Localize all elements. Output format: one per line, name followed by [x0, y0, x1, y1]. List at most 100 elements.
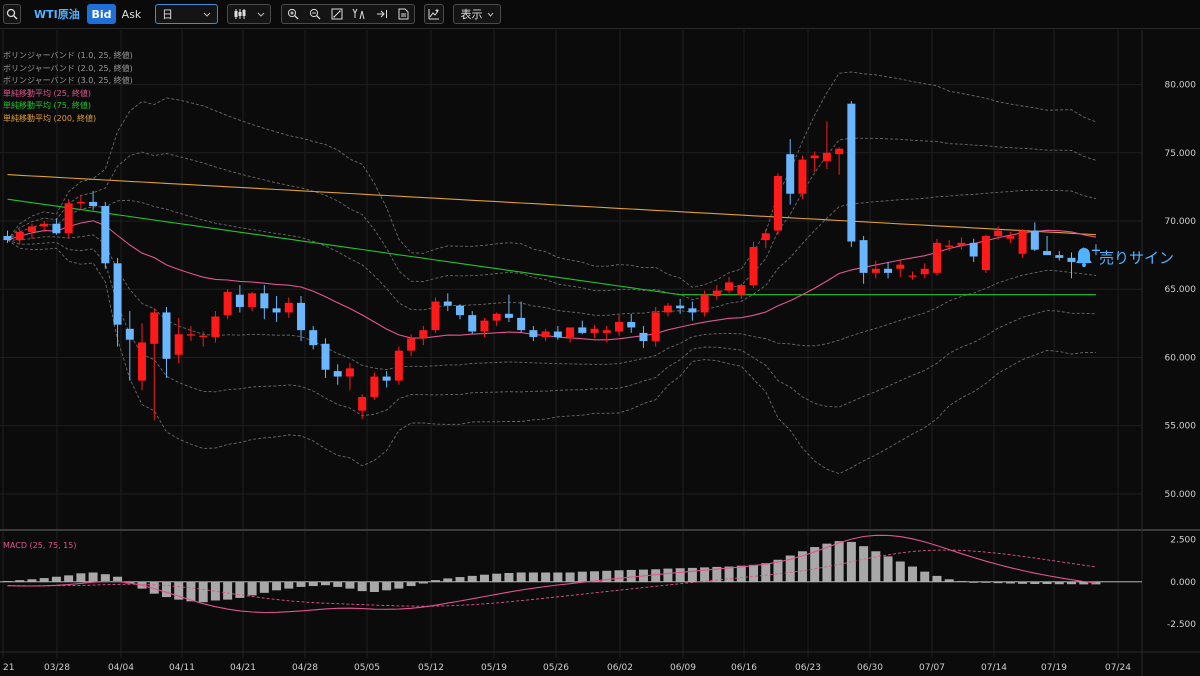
macd-histogram-bar — [247, 581, 257, 596]
date-axis-label: 03/28 — [44, 663, 70, 673]
candle-body — [835, 148, 844, 155]
macd-histogram-bar — [174, 581, 184, 600]
jump-latest-icon[interactable] — [376, 8, 388, 20]
date-axis-label: 05/26 — [543, 663, 569, 673]
legend-item[interactable]: 単純移動平均 (25, 終値) — [3, 88, 92, 98]
chevron-down-icon — [257, 12, 265, 17]
candle-body — [810, 155, 819, 159]
macd-histogram-bar — [88, 572, 98, 582]
price-axis-label: 65.000 — [1165, 285, 1197, 295]
auto-scale-icon[interactable] — [352, 8, 366, 20]
candle-body — [138, 342, 147, 381]
fit-screen-icon[interactable] — [331, 8, 343, 20]
date-axis-label: 07/07 — [919, 663, 945, 673]
macd-histogram-bar — [822, 543, 832, 582]
macd-histogram-bar — [76, 573, 86, 582]
candle-body — [64, 203, 73, 234]
zoom-out-icon[interactable] — [309, 8, 321, 20]
chart-type-select[interactable] — [227, 4, 271, 24]
macd-line — [7, 534, 1097, 614]
indicator-button[interactable] — [424, 4, 444, 24]
legend-item[interactable]: ボリンジャーバンド (3.0, 25, 終値) — [3, 76, 133, 85]
chevron-down-icon — [203, 12, 211, 17]
candle-body — [725, 282, 734, 291]
price-axis-label: 55.000 — [1165, 422, 1197, 432]
price-axis-label: 70.000 — [1165, 217, 1197, 227]
candle-body — [859, 240, 868, 273]
candle-body — [40, 223, 49, 227]
bollinger-upper-3 — [7, 71, 1097, 288]
timeframe-value: 日 — [162, 8, 173, 21]
macd-histogram-bar — [871, 551, 881, 582]
macd-histogram-bar — [479, 574, 489, 582]
candle-body — [749, 246, 758, 286]
legend-item[interactable]: ボリンジャーバンド (2.0, 25, 終値) — [3, 63, 133, 73]
macd-signal-line — [7, 549, 1097, 607]
macd-histogram-bar — [565, 572, 575, 582]
macd-histogram-bar — [553, 572, 563, 582]
candlestick-icon — [234, 9, 246, 19]
macd-histogram-bar — [712, 566, 722, 582]
candle-body — [639, 332, 648, 342]
candle-body — [260, 293, 269, 309]
display-menu-button[interactable]: 表示 — [453, 4, 501, 24]
search-button[interactable] — [3, 4, 21, 24]
macd-axis-label: 0.000 — [1170, 578, 1196, 588]
macd-histogram-bar — [223, 581, 233, 600]
candle-body — [578, 327, 587, 333]
macd-histogram-bar — [920, 571, 930, 582]
candle-body — [908, 275, 917, 277]
macd-histogram-bar — [39, 578, 49, 582]
candle-body — [1018, 230, 1027, 254]
ask-button[interactable]: Ask — [121, 7, 142, 21]
price-axis-label: 60.000 — [1165, 353, 1197, 363]
macd-histogram-bar — [577, 571, 587, 582]
candle-body — [431, 301, 440, 331]
date-axis-label: 06/23 — [795, 663, 821, 673]
macd-histogram-bar — [100, 574, 110, 582]
legend-item[interactable]: 単純移動平均 (200, 終値) — [3, 113, 97, 123]
macd-histogram-bar — [3, 580, 12, 582]
macd-histogram-bar — [956, 580, 966, 582]
candle-body — [1067, 257, 1076, 262]
macd-histogram-bar — [626, 569, 636, 582]
legend-item[interactable]: 単純移動平均 (75, 終値) — [3, 101, 92, 110]
candle-body — [712, 290, 721, 297]
macd-histogram-bar — [357, 581, 367, 592]
macd-histogram-bar — [394, 581, 404, 589]
macd-histogram-bar — [467, 575, 477, 582]
candle-body — [541, 331, 550, 337]
macd-histogram-bar — [834, 541, 844, 582]
search-icon — [6, 8, 18, 20]
macd-histogram-bar — [1042, 581, 1052, 585]
legend-item[interactable]: ボリンジャーバンド (1.0, 25, 終値) — [3, 51, 133, 60]
chart-tools-group — [281, 4, 415, 24]
macd-histogram-bar — [1079, 581, 1089, 585]
macd-histogram-bar — [785, 555, 795, 582]
candle-body — [480, 320, 489, 332]
candle-body — [957, 242, 966, 246]
macd-histogram-bar — [773, 559, 783, 582]
macd-histogram-bar — [932, 575, 942, 582]
candle-body — [1043, 251, 1052, 256]
bid-button[interactable]: Bid — [87, 4, 116, 24]
timeframe-select[interactable]: 日 — [155, 4, 218, 24]
candle-body — [101, 206, 110, 264]
sma-25-line — [7, 220, 1097, 341]
sell-sign-alert[interactable]: 売りサイン — [1073, 246, 1174, 268]
bollinger-lower-3 — [7, 239, 1097, 475]
macd-histogram-bar — [198, 581, 208, 603]
macd-histogram-bar — [418, 581, 428, 584]
macd-histogram-bar — [431, 580, 441, 582]
candle-body — [174, 334, 183, 355]
candle-body — [1006, 236, 1015, 239]
document-icon[interactable] — [398, 8, 409, 20]
zoom-in-icon[interactable] — [287, 8, 299, 20]
macd-histogram-bar — [210, 581, 220, 601]
candle-body — [468, 315, 477, 332]
macd-histogram-bar — [149, 581, 159, 594]
symbol-label[interactable]: WTI原油 — [34, 8, 80, 21]
macd-histogram-bar — [810, 547, 820, 582]
macd-histogram-bar — [541, 572, 551, 582]
